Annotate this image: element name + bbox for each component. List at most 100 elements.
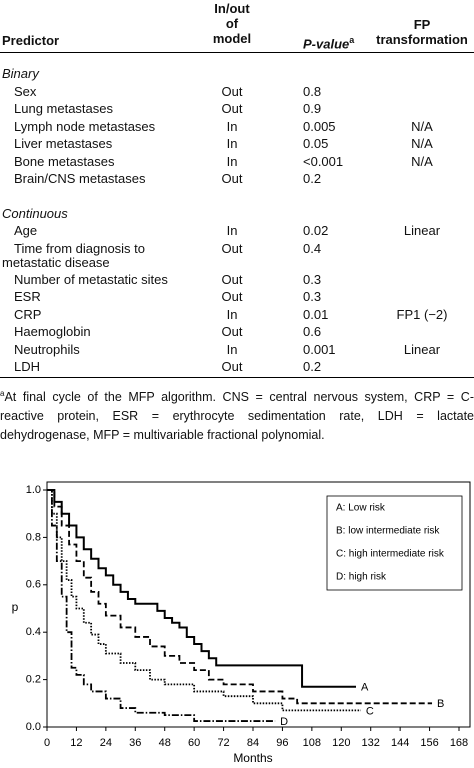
x-tick-label: 120 <box>332 737 350 749</box>
survival-curve <box>47 489 433 705</box>
header-line: transformation <box>376 32 468 47</box>
fp-transformation: N/A <box>411 153 433 169</box>
header-sup: a <box>349 35 355 45</box>
p-value: 0.9 <box>303 101 322 116</box>
predictor: metastatic disease <box>2 254 110 270</box>
in-out: In <box>226 223 238 238</box>
in-out: Out <box>221 359 243 374</box>
p-value: 0.2 <box>303 171 322 186</box>
x-tick-label: 48 <box>159 737 171 749</box>
header-p-value: P-valuea <box>303 33 354 51</box>
survival-curve <box>47 489 361 712</box>
section-title: Continuous <box>2 205 68 221</box>
p-value: 0.3 <box>303 271 322 287</box>
predictor: Time from diagnosis to <box>14 240 146 256</box>
in-out: In <box>226 118 238 134</box>
y-tick-label: 0.2 <box>26 674 41 686</box>
predictor: Sex <box>14 83 37 99</box>
predictor: LDH <box>14 359 41 374</box>
p-value: 0.05 <box>303 136 329 151</box>
x-tick-label: 96 <box>276 737 288 749</box>
in-out: Out <box>221 171 243 186</box>
predictor: Neutrophils <box>14 341 80 357</box>
predictor: Age <box>14 223 38 238</box>
predictor: Brain/CNS metastases <box>14 171 146 186</box>
x-tick-label: 36 <box>129 737 141 749</box>
curve-label: B <box>437 698 444 710</box>
plot-frame <box>46 481 471 728</box>
p-value: 0.4 <box>303 240 322 256</box>
p-value: 0.3 <box>303 289 322 304</box>
footnote: aAt final cycle of the MFP algorithm. CN… <box>0 384 474 445</box>
in-out: Out <box>221 101 243 116</box>
legend-entry: D: high risk <box>336 572 387 583</box>
curve-label: C <box>366 705 374 717</box>
x-tick-label: 72 <box>217 737 229 749</box>
in-out: Out <box>221 289 243 304</box>
header-line: FP <box>413 17 431 32</box>
in-out: Out <box>221 271 243 287</box>
fp-transformation: N/A <box>411 118 433 134</box>
x-tick-label: 84 <box>247 737 259 749</box>
fp-transformation: Linear <box>403 341 441 357</box>
survival-curve <box>47 489 356 688</box>
predictor: Haemoglobin <box>14 324 91 339</box>
x-tick-label: 132 <box>362 737 380 749</box>
x-tick-label: 24 <box>100 737 112 749</box>
curve-label: D <box>280 716 288 728</box>
section-title: Binary <box>2 66 39 81</box>
p-value: 0.2 <box>303 359 322 374</box>
curve-label: A <box>361 682 369 694</box>
p-value: <0.001 <box>303 153 344 169</box>
y-tick-label: 0.6 <box>26 579 41 591</box>
header-line: of <box>225 16 239 31</box>
y-tick-label: 0.8 <box>26 531 41 543</box>
p-value: 0.6 <box>303 324 322 339</box>
header-line: In/out <box>214 1 250 16</box>
in-out: In <box>226 306 238 322</box>
in-out: In <box>226 153 238 169</box>
in-out: Out <box>221 83 243 99</box>
x-tick-label: 144 <box>391 737 409 749</box>
predictor: Liver metastases <box>14 136 113 151</box>
footnote-mark: a <box>0 389 5 398</box>
predictor: Lymph node metastases <box>14 118 156 134</box>
x-tick-label: 108 <box>303 737 321 749</box>
predictor: ESR <box>14 289 41 304</box>
predictor: Bone metastases <box>14 153 115 169</box>
in-out: Out <box>221 240 243 256</box>
predictor: CRP <box>14 306 42 322</box>
p-value: 0.001 <box>303 341 336 357</box>
p-value: 0.01 <box>303 306 329 322</box>
header-text: P-value <box>303 36 350 52</box>
y-tick-label: 0.0 <box>26 721 41 733</box>
legend-entry: A: Low risk <box>336 503 386 514</box>
rule <box>0 377 474 378</box>
p-value: 0.02 <box>303 223 329 238</box>
survival-curve <box>47 489 276 722</box>
header-line: model <box>212 31 252 46</box>
p-value: 0.005 <box>303 118 336 134</box>
header-in-out: In/out of model <box>200 1 264 46</box>
x-tick-label: 168 <box>450 737 468 749</box>
rule <box>0 52 474 53</box>
fp-transformation: N/A <box>411 136 433 151</box>
p-value: 0.8 <box>303 83 322 99</box>
in-out: In <box>226 341 238 357</box>
fp-transformation: FP1 (−2) <box>396 306 448 322</box>
header-fp: FP transformation <box>362 17 474 47</box>
legend-box <box>326 495 463 591</box>
y-axis-label: p <box>12 600 19 614</box>
y-tick-label: 0.4 <box>26 626 41 638</box>
header-predictor: Predictor <box>2 33 60 48</box>
x-tick-label: 60 <box>188 737 200 749</box>
predictor: Number of metastatic sites <box>14 271 168 287</box>
y-tick-label: 1.0 <box>26 484 41 496</box>
legend-entry: B: low intermediate risk <box>336 526 440 537</box>
legend-entry: C: high intermediate risk <box>336 549 445 560</box>
x-axis-label: Months <box>233 751 272 765</box>
x-tick-label: 156 <box>420 737 438 749</box>
fp-transformation: Linear <box>403 223 441 238</box>
